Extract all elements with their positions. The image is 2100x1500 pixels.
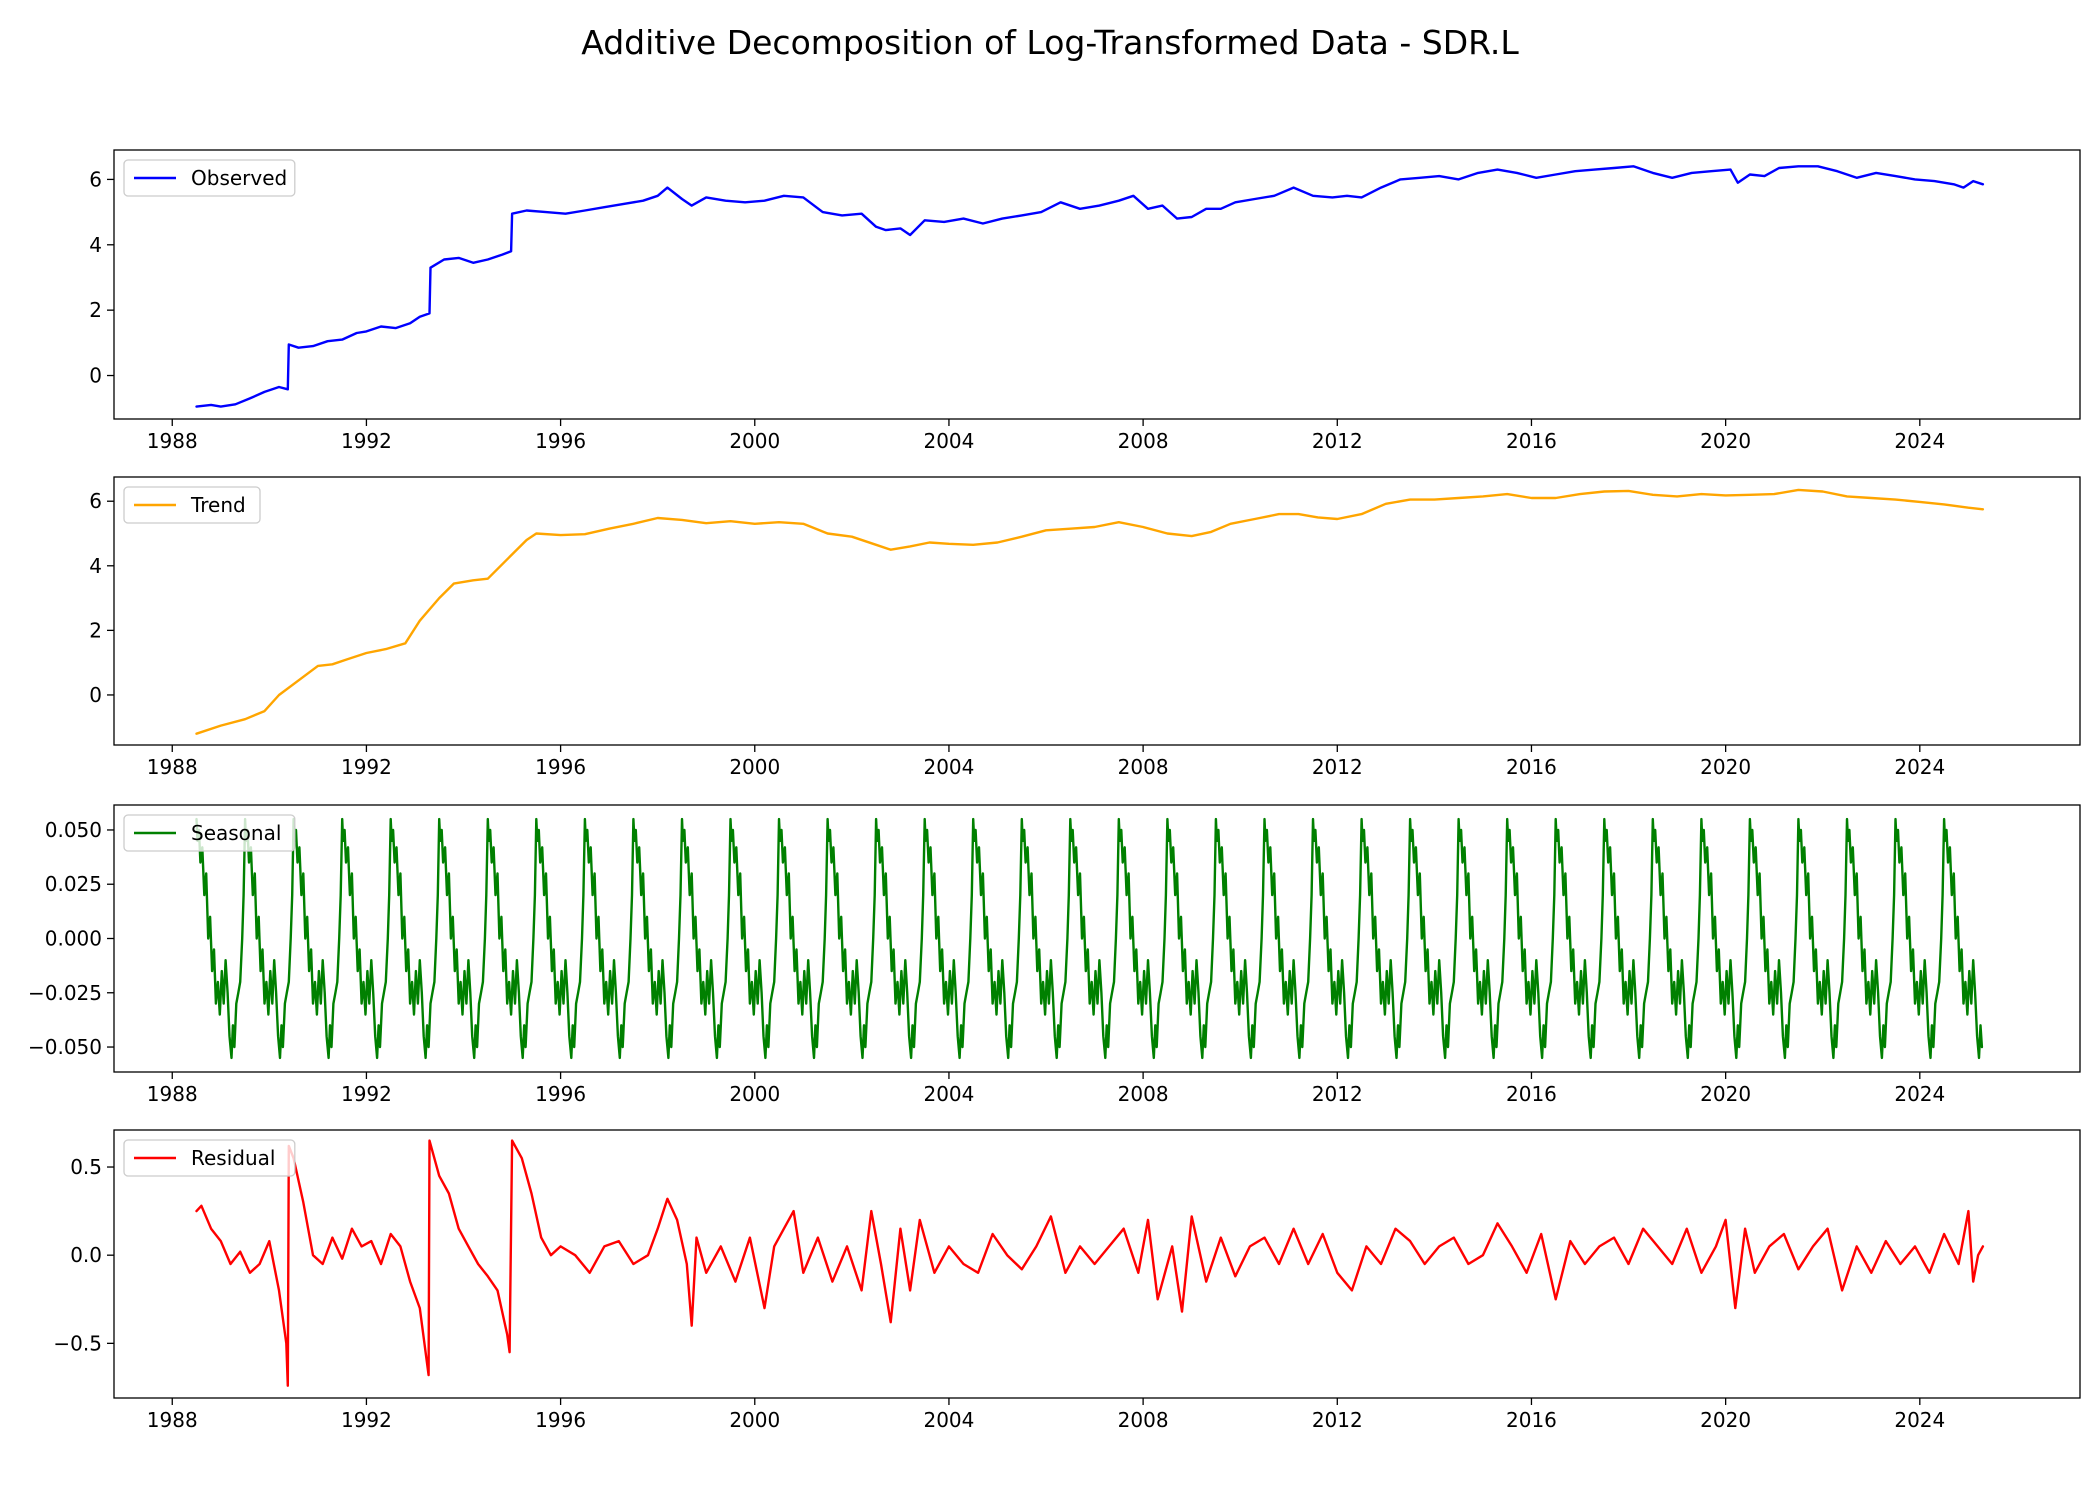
observed-xtick-label: 1988 [147, 429, 198, 453]
observed-xtick-label: 1996 [535, 429, 586, 453]
trend-xtick-label: 2004 [923, 755, 974, 779]
observed-ytick-label: 2 [89, 298, 102, 322]
observed-legend: Observed [123, 159, 296, 197]
seasonal-xtick-label: 2024 [1894, 1082, 1945, 1106]
seasonal-xtick-label: 1996 [535, 1082, 586, 1106]
residual-xtick-label: 1988 [147, 1408, 198, 1432]
residual-xtick-label: 1992 [341, 1408, 392, 1432]
trend-legend-box [123, 486, 261, 524]
residual-xtick-label: 2024 [1894, 1408, 1945, 1432]
observed-legend-box [123, 159, 296, 197]
trend-axes-frame [113, 476, 2081, 746]
observed-xtick-label: 2000 [729, 429, 780, 453]
seasonal-ytick-label: 0.050 [45, 818, 102, 842]
seasonal-xtick-label: 2016 [1506, 1082, 1557, 1106]
trend-ytick-label: 4 [89, 554, 102, 578]
seasonal-legend-box [123, 814, 296, 852]
observed-xtick-label: 2012 [1312, 429, 1363, 453]
figure-title: Additive Decomposition of Log-Transforme… [581, 23, 1519, 62]
observed-xtick-label: 2024 [1894, 429, 1945, 453]
residual-xtick-label: 2008 [1118, 1408, 1169, 1432]
trend-xtick-label: 2008 [1118, 755, 1169, 779]
seasonal-series-line [195, 817, 1984, 1060]
observed-xtick-label: 2016 [1506, 429, 1557, 453]
trend-xtick-label: 2012 [1312, 755, 1363, 779]
residual-xtick-label: 2004 [923, 1408, 974, 1432]
trend-ytick-label: 6 [89, 489, 102, 513]
residual-xtick-label: 1996 [535, 1408, 586, 1432]
seasonal-xtick-label: 2000 [729, 1082, 780, 1106]
observed-series-line [195, 165, 1985, 408]
trend-legend: Trend [123, 486, 261, 524]
trend-xtick-label: 2020 [1700, 755, 1751, 779]
residual-xtick-label: 2016 [1506, 1408, 1557, 1432]
seasonal-xtick-label: 2004 [923, 1082, 974, 1106]
observed-xtick-label: 2008 [1118, 429, 1169, 453]
seasonal-xtick-label: 2008 [1118, 1082, 1169, 1106]
residual-axes-frame [113, 1129, 2081, 1399]
residual-xtick-label: 2020 [1700, 1408, 1751, 1432]
residual-legend-box [123, 1139, 296, 1177]
trend-xtick-label: 2000 [729, 755, 780, 779]
seasonal-xtick-label: 1992 [341, 1082, 392, 1106]
seasonal-panel: 1988 1992 1996 2000 2004 2008 2012 2016 2020 2024… [28, 804, 2081, 1106]
observed-ytick-label: 4 [89, 233, 102, 257]
seasonal-xtick-label: 2012 [1312, 1082, 1363, 1106]
seasonal-legend-label: Seasonal [191, 821, 281, 845]
observed-xtick-label: 2004 [923, 429, 974, 453]
residual-xtick-label: 2000 [729, 1408, 780, 1432]
trend-series-line [195, 488, 1985, 735]
seasonal-xtick-label: 1988 [147, 1082, 198, 1106]
seasonal-ytick-label: 0.000 [45, 927, 102, 951]
residual-series-line [195, 1139, 1985, 1387]
observed-legend-label: Observed [191, 166, 287, 190]
trend-panel: 1988 1992 1996 2000 2004 2008 2012 2016 2020 2024… [89, 476, 2081, 779]
trend-xtick-label: 2016 [1506, 755, 1557, 779]
observed-ytick-label: 0 [89, 364, 102, 388]
seasonal-ytick-label: −0.025 [28, 981, 102, 1005]
seasonal-legend: Seasonal [123, 814, 296, 852]
residual-xtick-label: 2012 [1312, 1408, 1363, 1432]
seasonal-xtick-label: 2020 [1700, 1082, 1751, 1106]
observed-xtick-label: 1992 [341, 429, 392, 453]
trend-legend-label: Trend [190, 493, 246, 517]
residual-ytick-label: 0.5 [70, 1155, 102, 1179]
residual-panel: 1988 1992 1996 2000 2004 2008 2012 2016 2020 2024… [53, 1129, 2081, 1432]
trend-ytick-label: 0 [89, 683, 102, 707]
residual-ytick-label: 0.0 [70, 1243, 102, 1267]
observed-axes-frame [113, 149, 2081, 420]
trend-xtick-label: 1996 [535, 755, 586, 779]
observed-ytick-label: 6 [89, 167, 102, 191]
trend-xtick-label: 2024 [1894, 755, 1945, 779]
residual-legend: Residual [123, 1139, 296, 1177]
seasonal-ytick-label: 0.025 [45, 872, 102, 896]
seasonal-ytick-label: −0.050 [28, 1035, 102, 1059]
trend-xtick-label: 1992 [341, 755, 392, 779]
residual-ytick-label: −0.5 [53, 1331, 102, 1355]
residual-legend-label: Residual [191, 1146, 275, 1170]
trend-ytick-label: 2 [89, 618, 102, 642]
observed-panel: 1988 1992 1996 2000 2004 2008 2012 2016 2020 2024… [89, 149, 2081, 453]
trend-xtick-label: 1988 [147, 755, 198, 779]
subplot-panels: 1988 1992 1996 2000 2004 2008 2012 2016 2020 2024… [28, 149, 2081, 1432]
observed-xtick-label: 2020 [1700, 429, 1751, 453]
